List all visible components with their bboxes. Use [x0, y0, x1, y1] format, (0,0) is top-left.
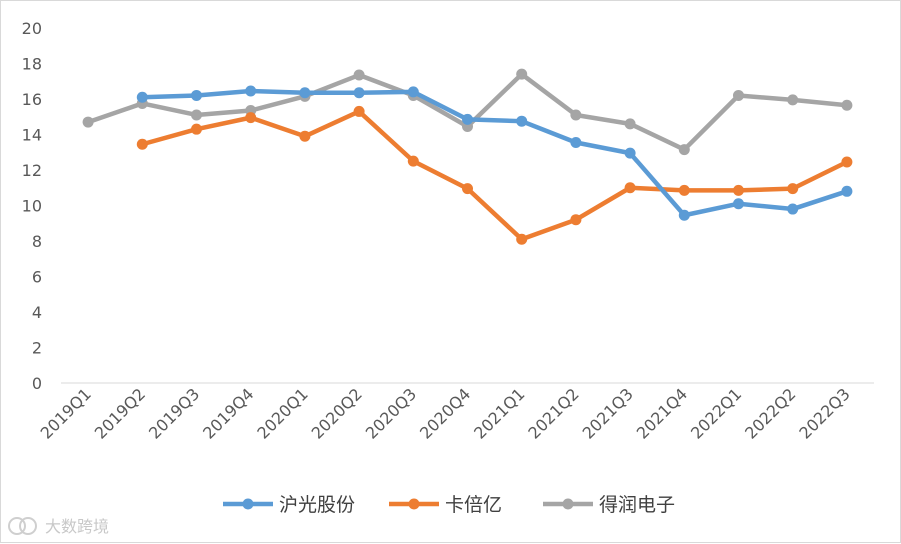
data-point — [136, 138, 148, 150]
data-point — [733, 198, 744, 210]
x-tick-label: 2021Q4 — [633, 384, 691, 442]
legend-label: 沪光股份 — [279, 494, 355, 516]
series-line — [85, 71, 850, 152]
data-point — [136, 91, 148, 103]
x-tick-label: 2020Q1 — [253, 384, 311, 442]
y-tick-label: 4 — [32, 303, 42, 322]
watermark: 大数跨境 — [8, 517, 109, 536]
legend-swatch-marker — [408, 498, 420, 510]
x-tick-label: 2021Q1 — [470, 384, 528, 442]
series-1 — [136, 105, 853, 245]
y-tick-label: 16 — [22, 90, 42, 109]
data-point — [299, 130, 311, 142]
data-point — [191, 123, 202, 135]
watermark-text: 大数跨境 — [45, 517, 109, 536]
legend-label: 卡倍亿 — [445, 494, 502, 516]
data-point — [570, 109, 582, 121]
legend-label: 得润电子 — [599, 494, 675, 516]
legend-item: 得润电子 — [543, 494, 675, 516]
data-point — [407, 86, 419, 98]
series-0 — [136, 85, 853, 221]
y-tick-label: 20 — [22, 19, 42, 38]
data-point — [191, 89, 202, 101]
data-point — [462, 113, 473, 125]
data-point — [462, 183, 473, 195]
y-tick-label: 0 — [32, 374, 42, 393]
data-point — [678, 209, 690, 221]
series-line — [140, 109, 850, 242]
data-point — [678, 184, 690, 196]
y-tick-label: 6 — [32, 268, 42, 287]
data-point — [841, 99, 853, 111]
y-tick-label: 12 — [22, 161, 42, 180]
x-tick-label: 2019Q4 — [199, 384, 257, 442]
data-point — [245, 85, 257, 97]
x-tick-label: 2019Q1 — [37, 384, 95, 442]
legend: 沪光股份 卡倍亿 得润电子 — [223, 494, 675, 516]
series-line — [140, 88, 850, 218]
legend-item: 卡倍亿 — [389, 494, 502, 516]
data-point — [624, 147, 636, 159]
data-point — [733, 89, 744, 101]
legend-item: 沪光股份 — [223, 494, 355, 516]
data-point — [82, 116, 94, 128]
data-point — [245, 112, 257, 124]
x-tick-label: 2019Q2 — [91, 384, 149, 442]
x-tick-label: 2019Q3 — [145, 384, 203, 442]
series-2 — [82, 68, 853, 156]
data-point — [191, 109, 202, 121]
legend-swatch-marker — [242, 498, 254, 510]
data-point — [516, 233, 528, 245]
x-tick-label: 2020Q3 — [362, 384, 420, 442]
data-point — [841, 156, 853, 168]
x-tick-label: 2020Q4 — [416, 384, 474, 442]
data-point — [516, 115, 528, 127]
data-point — [733, 184, 744, 196]
data-point — [678, 144, 690, 156]
data-point — [787, 183, 799, 195]
data-point — [407, 155, 419, 167]
data-point — [353, 69, 365, 81]
x-tick-label: 2022Q3 — [795, 384, 853, 442]
data-point — [787, 203, 799, 215]
y-tick-label: 14 — [22, 126, 42, 145]
data-point — [841, 185, 853, 197]
data-point — [353, 87, 365, 99]
data-point — [624, 118, 636, 130]
data-point — [570, 214, 582, 226]
y-tick-label: 8 — [32, 232, 42, 251]
data-point — [570, 136, 582, 148]
x-tick-label: 2021Q2 — [524, 384, 582, 442]
data-point — [299, 87, 311, 99]
x-tick-label: 2020Q2 — [308, 384, 366, 442]
data-point — [353, 105, 365, 117]
x-tick-label: 2022Q2 — [741, 384, 799, 442]
brand-logo-icon — [8, 517, 37, 535]
x-tick-label: 2021Q3 — [579, 384, 637, 442]
y-tick-label: 18 — [22, 55, 42, 74]
x-tick-label: 2022Q1 — [687, 384, 745, 442]
data-point — [787, 94, 799, 106]
y-tick-label: 10 — [22, 197, 42, 216]
y-tick-label: 2 — [32, 339, 42, 358]
data-point — [624, 182, 636, 194]
legend-swatch-marker — [562, 498, 574, 510]
data-point — [516, 68, 528, 80]
